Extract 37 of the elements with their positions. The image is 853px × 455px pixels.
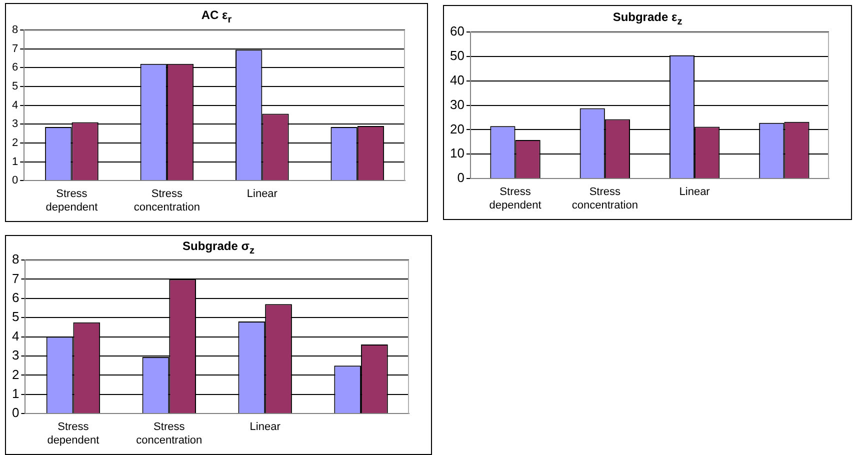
- x-tick-label: Stress dependent: [46, 188, 98, 214]
- y-tick-label: 0: [12, 405, 20, 420]
- x-tick-label: Stress concentration: [134, 188, 200, 214]
- y-tick-label: 50: [450, 48, 464, 64]
- y-tick-label: 8: [12, 252, 20, 267]
- x-tick-label: Linear: [250, 421, 281, 434]
- y-tick-label: 10: [450, 146, 464, 161]
- x-tick-label: Stress dependent: [489, 186, 542, 212]
- y-tick-label: 2: [12, 366, 20, 382]
- y-tick-label: 8: [12, 24, 18, 36]
- x-tick-label: Linear: [679, 186, 710, 198]
- y-tick-label: 5: [12, 80, 18, 93]
- x-tick-label: Stress concentration: [136, 421, 202, 446]
- x-tick-label: Linear: [246, 188, 278, 200]
- y-tick-label: 6: [12, 62, 18, 74]
- y-tick-label: 0: [457, 170, 464, 186]
- chart-title: Subgrade σ$_{z}$: [182, 239, 254, 256]
- y-tick-label: 1: [12, 156, 18, 168]
- chart-title: Subgrade ε$_{z}$: [612, 10, 682, 28]
- y-tick-label: 4: [12, 328, 20, 344]
- y-tick-label: 3: [12, 118, 18, 130]
- x-tick-label: Stress concentration: [572, 186, 638, 212]
- y-tick-label: 4: [12, 99, 18, 112]
- chart-title: AC ε$_{r}$: [200, 8, 233, 26]
- y-tick-label: 5: [12, 309, 20, 324]
- y-tick-label: 30: [450, 96, 464, 112]
- y-tick-label: 7: [12, 42, 18, 55]
- y-tick-label: 7: [12, 270, 20, 286]
- y-tick-label: 2: [12, 136, 18, 149]
- y-tick-label: 60: [450, 24, 464, 39]
- y-tick-label: 0: [12, 174, 18, 187]
- y-tick-label: 40: [450, 72, 464, 88]
- x-tick-label: Stress dependent: [47, 421, 100, 446]
- y-tick-label: 20: [450, 121, 464, 136]
- y-tick-label: 3: [12, 348, 20, 363]
- y-tick-label: 6: [12, 290, 20, 305]
- y-tick-label: 1: [12, 386, 20, 401]
